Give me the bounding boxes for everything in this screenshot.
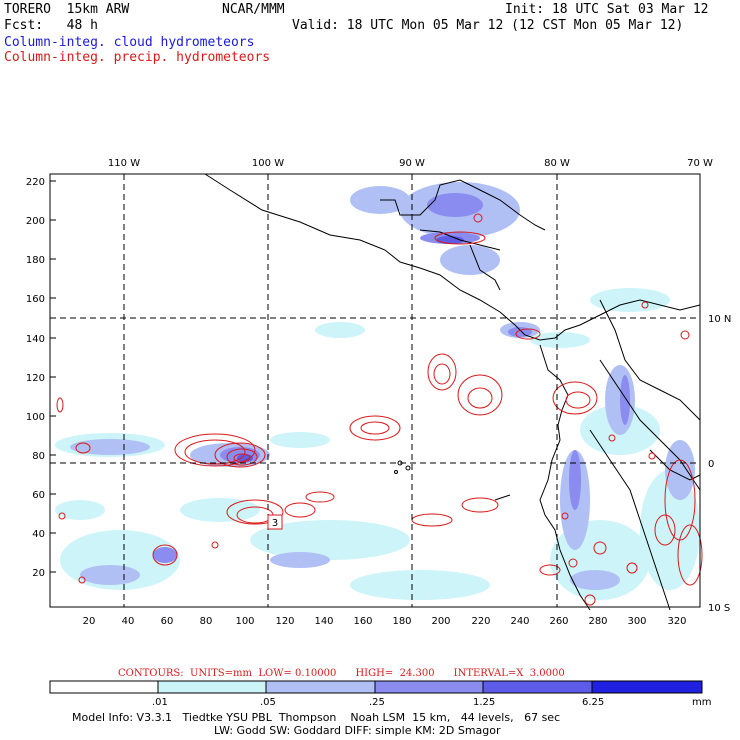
coastline xyxy=(204,173,701,611)
colorbar-bin xyxy=(482,680,593,694)
field-precip-label: Column-integ. precip. hydrometeors xyxy=(4,50,271,65)
lon-label: 80 W xyxy=(544,158,570,169)
model-title: TORERO 15km ARW xyxy=(4,2,130,17)
x-tick: 240 xyxy=(510,616,529,627)
lon-label: 70 W xyxy=(687,158,713,169)
colorbar-bin xyxy=(374,680,484,694)
colorbar-bin xyxy=(49,680,159,694)
colorbar-label: .25 xyxy=(369,697,385,708)
lat-label: 0 xyxy=(708,459,714,470)
x-tick: 80 xyxy=(200,616,213,627)
y-tick: 140 xyxy=(26,334,45,345)
y-tick: 200 xyxy=(26,216,45,227)
lat-label: 10 N xyxy=(708,314,731,325)
lon-label: 110 W xyxy=(108,158,140,169)
contour-label-text: 3 xyxy=(272,518,278,529)
axis-tick-marks xyxy=(50,180,56,573)
lon-label: 90 W xyxy=(399,158,425,169)
x-tick: 100 xyxy=(235,616,254,627)
y-tick: 80 xyxy=(32,451,45,462)
y-tick: 220 xyxy=(26,177,45,188)
init-time: Init: 18 UTC Sat 03 Mar 12 xyxy=(505,2,709,17)
y-axis-labels: 220 200 180 160 140 120 100 80 60 40 20 xyxy=(26,177,45,579)
model-info: Model Info: V3.3.1 Tiedtke YSU PBL Thomp… xyxy=(72,711,561,724)
graticule xyxy=(50,174,700,607)
x-tick: 220 xyxy=(471,616,490,627)
y-tick: 40 xyxy=(32,529,45,540)
longitude-labels: 110 W 100 W 90 W 80 W 70 W xyxy=(108,158,713,169)
y-tick: 60 xyxy=(32,490,45,501)
contour-value-label: 3 xyxy=(267,514,283,530)
colorbar-bin xyxy=(157,680,267,694)
valid-time: Valid: 18 UTC Mon 05 Mar 12 (12 CST Mon … xyxy=(292,18,684,33)
y-tick: 120 xyxy=(26,373,45,384)
forecast-hour: Fcst: 48 h xyxy=(4,18,98,33)
x-tick: 300 xyxy=(627,616,646,627)
colorbar xyxy=(49,680,703,694)
colorbar-label: .05 xyxy=(260,697,276,708)
x-tick: 260 xyxy=(549,616,568,627)
contour-info: CONTOURS: UNITS=mm LOW= 0.10000 HIGH= 24… xyxy=(118,668,565,679)
plot-frame xyxy=(49,173,701,608)
x-tick: 280 xyxy=(588,616,607,627)
y-tick: 180 xyxy=(26,255,45,266)
lat-label: 10 S xyxy=(708,603,730,614)
cloud-shading xyxy=(55,182,700,600)
latitude-labels: 10 N 0 10 S xyxy=(708,314,731,614)
x-tick: 120 xyxy=(275,616,294,627)
colorbar-label: .01 xyxy=(152,697,168,708)
x-tick: 140 xyxy=(314,616,333,627)
x-tick: 160 xyxy=(353,616,372,627)
x-axis-labels: 20 40 60 80 100 120 140 160 180 200 220 … xyxy=(83,616,687,627)
x-tick: 40 xyxy=(122,616,135,627)
colorbar-units: mm xyxy=(692,697,712,708)
x-tick: 320 xyxy=(667,616,686,627)
colorbar-bin xyxy=(265,680,376,694)
y-tick: 100 xyxy=(26,412,45,423)
field-cloud-label: Column-integ. cloud hydrometeors xyxy=(4,35,255,50)
y-tick: 160 xyxy=(26,294,45,305)
x-tick: 60 xyxy=(161,616,174,627)
lon-label: 100 W xyxy=(252,158,284,169)
physics-info: LW: Godd SW: Goddard DIFF: simple KM: 2D… xyxy=(214,724,501,737)
x-tick: 180 xyxy=(392,616,411,627)
colorbar-label: 1.25 xyxy=(473,697,496,708)
x-tick: 200 xyxy=(431,616,450,627)
colorbar-label: 6.25 xyxy=(582,697,605,708)
center-label: NCAR/MMM xyxy=(222,2,285,17)
colorbar-bin xyxy=(591,680,703,694)
x-tick: 20 xyxy=(83,616,96,627)
y-tick: 20 xyxy=(32,568,45,579)
